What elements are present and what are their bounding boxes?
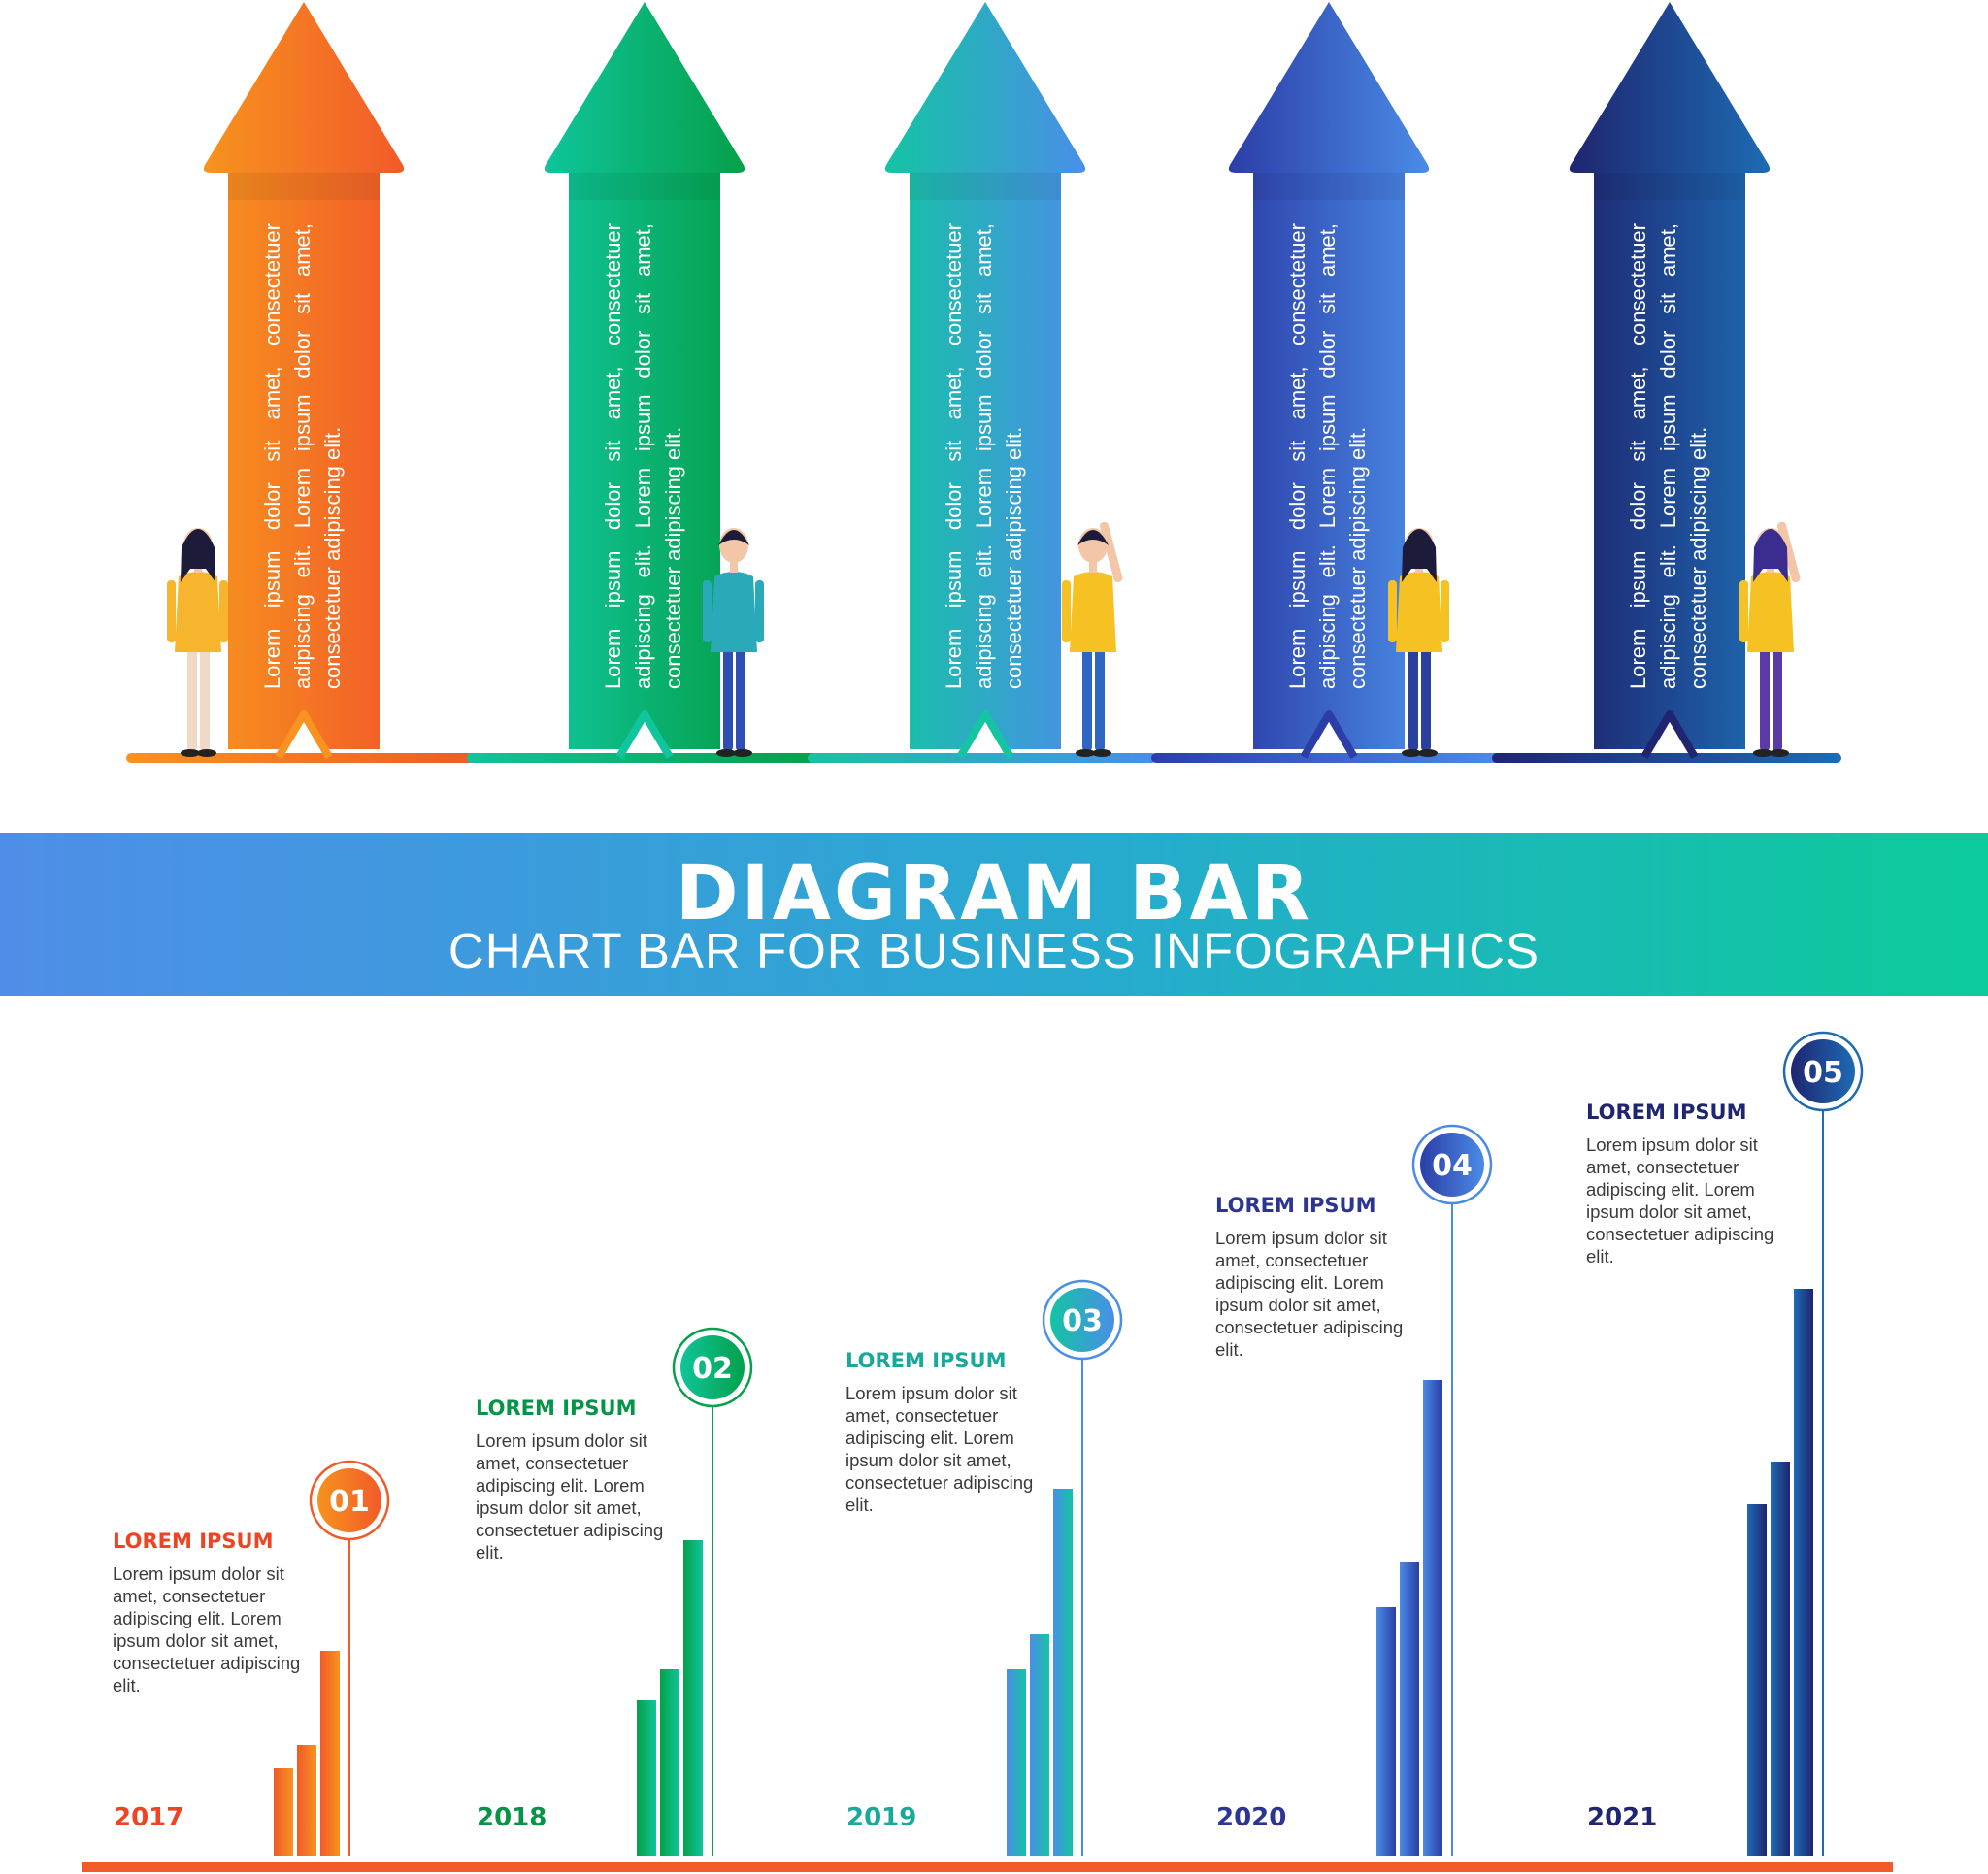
arrow-1 <box>203 2 405 749</box>
bar-2019-3 <box>1053 1489 1073 1856</box>
page-subtitle: CHART BAR FOR BUSINESS INFOGRAPHICS <box>447 923 1541 978</box>
title-banner <box>0 833 1988 996</box>
text-panel-2019: LOREM IPSUM Lorem ipsum dolor sit amet, c… <box>845 1349 1040 1516</box>
arrow-text-1: Lorem ipsum dolor sit amet, consectetuer… <box>260 223 345 689</box>
badge-01: 01 <box>329 1485 370 1519</box>
ground-line-5 <box>1492 753 1841 763</box>
marker-dot-2018 <box>680 1335 745 1399</box>
bar-2018-1 <box>637 1700 656 1856</box>
panel-heading: LOREM IPSUM <box>113 1529 274 1553</box>
bar-2020-1 <box>1376 1607 1396 1856</box>
person-4-illustration <box>1388 528 1449 757</box>
ground-line-4 <box>1151 753 1501 763</box>
arrow-text-5: Lorem ipsum dolor sit amet, consectetuer… <box>1626 223 1710 689</box>
bar-2021-2 <box>1771 1462 1790 1856</box>
panel-heading: LOREM IPSUM <box>1586 1101 1747 1124</box>
people-layer <box>167 521 1801 757</box>
panel-body: Lorem ipsum dolor sit amet, consectetuer… <box>1215 1228 1404 1360</box>
bar-2020-3 <box>1423 1380 1442 1856</box>
badge-05: 05 <box>1803 1056 1843 1090</box>
bar-2017-3 <box>320 1651 340 1856</box>
bar-2021-1 <box>1747 1504 1767 1856</box>
text-panel-2018: LOREM IPSUM Lorem ipsum dolor sit amet, c… <box>476 1397 670 1563</box>
marker-dot-2020 <box>1420 1133 1484 1197</box>
arrow-5 <box>1569 2 1771 749</box>
arrow-notch-4 <box>1300 710 1358 760</box>
arrow-shadow-1 <box>228 173 380 200</box>
arrow-shadow-4 <box>1253 173 1405 200</box>
text-panel-2020: LOREM IPSUM Lorem ipsum dolor sit amet, c… <box>1215 1194 1409 1361</box>
year-label-2017: 2017 <box>114 1803 184 1832</box>
text-panel-2021: LOREM IPSUM Lorem ipsum dolor sit amet, c… <box>1586 1101 1780 1267</box>
arrows-layer <box>203 2 1771 760</box>
arrow-notch-2 <box>615 710 674 760</box>
badge-04: 04 <box>1432 1149 1473 1183</box>
badge-02: 02 <box>692 1352 733 1386</box>
year-label-2020: 2020 <box>1216 1803 1287 1832</box>
bar-2017-1 <box>274 1768 293 1856</box>
bar-2017-2 <box>297 1745 316 1856</box>
arrow-ground-lines <box>126 753 1841 763</box>
person-1-illustration <box>167 528 228 757</box>
bar-2021-3 <box>1794 1289 1813 1856</box>
text-panel-2017: LOREM IPSUM Lorem ipsum dolor sit amet, c… <box>113 1529 307 1696</box>
marker-dot-2019 <box>1050 1288 1114 1352</box>
panel-body: Lorem ipsum dolor sit amet, consectetuer… <box>1586 1134 1774 1266</box>
marker-dot-2021 <box>1791 1039 1855 1103</box>
arrow-shadow-5 <box>1594 173 1745 200</box>
bar-2019-2 <box>1030 1634 1049 1856</box>
person-5-illustration <box>1740 521 1801 757</box>
badge-03: 03 <box>1062 1304 1103 1338</box>
year-label-2021: 2021 <box>1587 1803 1658 1832</box>
panel-body: Lorem ipsum dolor sit amet, consectetuer… <box>476 1430 664 1562</box>
arrow-3 <box>884 2 1086 749</box>
arrow-2 <box>544 2 746 749</box>
bar-chart: 01 02 03 04 05 <box>82 1031 1893 1872</box>
page-title: DIAGRAM BAR <box>675 850 1313 937</box>
arrow-text-2: Lorem ipsum dolor sit amet, consectetuer… <box>601 223 685 689</box>
arrow-notch-5 <box>1640 710 1699 760</box>
panel-body: Lorem ipsum dolor sit amet, consectetuer… <box>845 1383 1034 1515</box>
person-3-illustration <box>1062 521 1123 757</box>
ground-line-2 <box>467 753 816 763</box>
year-label-2018: 2018 <box>477 1803 547 1832</box>
arrow-4 <box>1228 2 1430 749</box>
bar-2019-1 <box>1007 1669 1026 1856</box>
arrow-text-4: Lorem ipsum dolor sit amet, consectetuer… <box>1285 223 1370 689</box>
arrow-notch-3 <box>956 710 1014 760</box>
panel-heading: LOREM IPSUM <box>845 1349 1007 1372</box>
ground-line-3 <box>808 753 1157 763</box>
arrow-text-3: Lorem ipsum dolor sit amet, consectetuer… <box>942 223 1026 689</box>
bar-2018-2 <box>660 1669 679 1856</box>
bar-2018-3 <box>683 1540 703 1856</box>
bar-2020-2 <box>1400 1562 1419 1856</box>
year-label-2019: 2019 <box>846 1803 917 1832</box>
panel-heading: LOREM IPSUM <box>1215 1194 1376 1217</box>
panel-heading: LOREM IPSUM <box>476 1397 637 1420</box>
person-2-illustration <box>703 528 764 757</box>
panel-body: Lorem ipsum dolor sit amet, consectetuer… <box>113 1563 301 1695</box>
arrow-shadow-2 <box>569 173 720 200</box>
ground-line-1 <box>126 753 476 763</box>
arrow-notch-1 <box>275 710 333 760</box>
arrow-shadow-3 <box>910 173 1061 200</box>
chart-baseline <box>82 1862 1893 1872</box>
marker-dot-2017 <box>317 1468 381 1532</box>
